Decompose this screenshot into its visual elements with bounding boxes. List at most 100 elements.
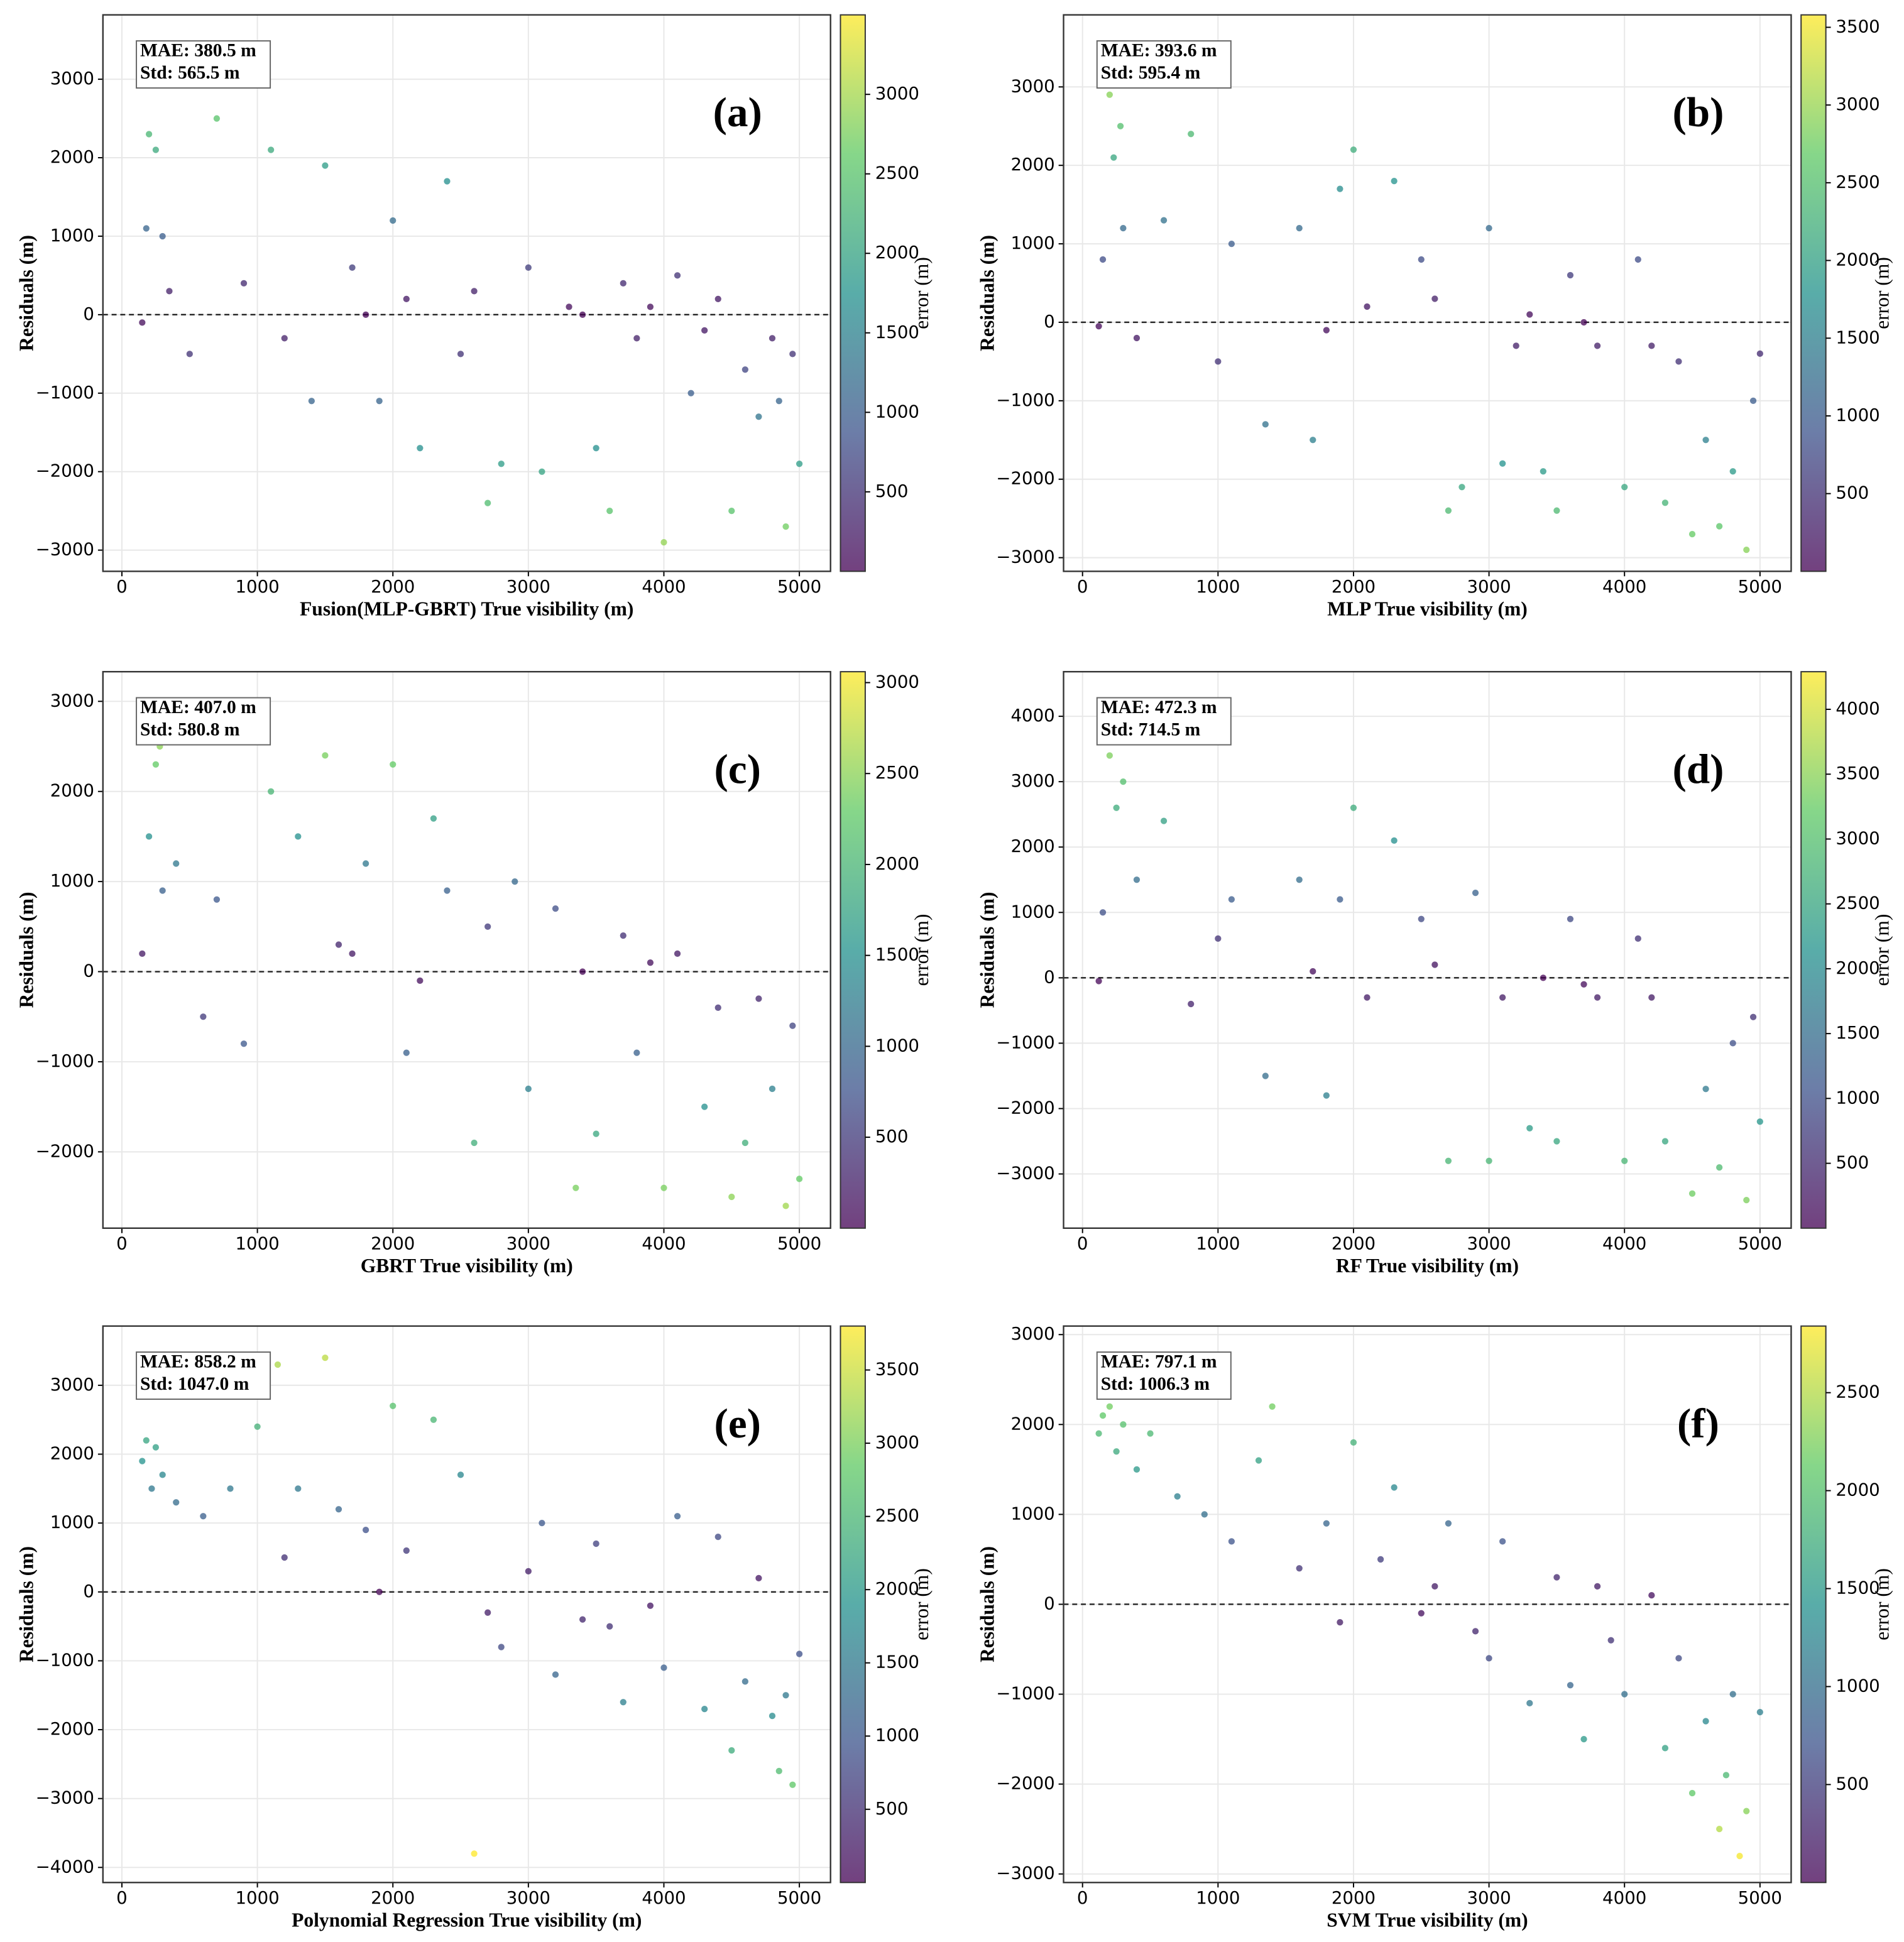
point xyxy=(620,932,626,939)
point xyxy=(390,1402,397,1409)
panel-label: (a) xyxy=(713,89,762,136)
point xyxy=(152,146,160,153)
point xyxy=(1099,1412,1107,1419)
annotation-box xyxy=(1096,697,1232,746)
point xyxy=(1688,531,1696,538)
point xyxy=(152,1444,160,1451)
point xyxy=(593,1540,599,1547)
point xyxy=(1099,256,1107,263)
x-tick-label: 3000 xyxy=(506,576,550,597)
x-tick-label: 0 xyxy=(1077,1233,1088,1253)
point xyxy=(254,1423,261,1430)
point xyxy=(159,232,166,240)
point xyxy=(1188,131,1195,138)
point xyxy=(403,1547,410,1554)
point xyxy=(789,1022,796,1029)
colorbar-tick-label: 2000 xyxy=(875,242,919,263)
point xyxy=(1485,1655,1492,1662)
point xyxy=(1418,1610,1425,1617)
point xyxy=(1540,468,1546,475)
x-tick-label: 4000 xyxy=(642,1887,686,1908)
point xyxy=(782,1203,789,1209)
colorbar-tick-label: 1000 xyxy=(1836,1675,1879,1696)
y-tick-label: 1000 xyxy=(1010,232,1054,253)
x-tick-label: 5000 xyxy=(777,1887,821,1908)
y-tick-label: 1000 xyxy=(50,1512,94,1532)
point xyxy=(566,303,572,310)
point xyxy=(376,398,383,405)
y-tick-label: −1000 xyxy=(996,390,1054,410)
point xyxy=(308,398,315,405)
point xyxy=(701,1103,708,1110)
point xyxy=(1364,994,1371,1001)
point xyxy=(1458,484,1465,491)
point xyxy=(1255,1457,1262,1464)
point xyxy=(525,264,532,271)
point xyxy=(775,1767,782,1774)
point xyxy=(1716,1164,1723,1171)
panel-label: (e) xyxy=(714,1400,761,1447)
y-tick-label: −1000 xyxy=(996,1683,1054,1704)
colorbar-tick-label: 1500 xyxy=(875,322,919,342)
y-tick-label: −2000 xyxy=(996,468,1054,489)
point xyxy=(1160,217,1168,224)
y-tick-label: −3000 xyxy=(36,1787,94,1808)
point xyxy=(349,264,356,271)
x-axis-label: MLP True visibility (m) xyxy=(1327,598,1528,620)
point xyxy=(1095,978,1102,985)
x-tick-label: 0 xyxy=(1077,576,1088,597)
point xyxy=(362,860,369,867)
point xyxy=(1526,311,1533,318)
plot-frame xyxy=(102,1325,831,1884)
x-tick-label: 1000 xyxy=(235,1233,279,1253)
plot-frame xyxy=(102,670,831,1229)
x-axis-label: RF True visibility (m) xyxy=(1336,1255,1519,1277)
point xyxy=(572,1184,579,1191)
point xyxy=(789,351,796,357)
point xyxy=(660,1184,667,1191)
colorbar-tick-label: 2500 xyxy=(1836,893,1879,914)
x-tick-label: 3000 xyxy=(1467,1887,1511,1908)
point xyxy=(349,950,356,957)
y-tick-label: −4000 xyxy=(36,1856,94,1877)
point xyxy=(1117,123,1124,129)
point xyxy=(1661,499,1669,506)
colorbar-tick-label: 1000 xyxy=(875,1035,919,1056)
point xyxy=(1675,358,1682,365)
point xyxy=(444,887,451,894)
colorbar-tick-label: 500 xyxy=(1836,483,1869,503)
point xyxy=(173,860,180,867)
point xyxy=(274,1361,282,1368)
point xyxy=(152,761,160,768)
point xyxy=(1215,935,1222,942)
point xyxy=(728,1193,735,1201)
point xyxy=(376,1588,383,1595)
point xyxy=(789,1781,796,1788)
point xyxy=(552,905,559,912)
point xyxy=(525,1568,532,1575)
colorbar-tick-label: 2500 xyxy=(1836,172,1879,192)
y-tick-label: −3000 xyxy=(996,1163,1054,1184)
point xyxy=(484,923,491,930)
y-tick-label: 1000 xyxy=(1010,1503,1054,1524)
point xyxy=(1716,523,1723,530)
point xyxy=(1350,1439,1357,1446)
point xyxy=(1702,437,1709,444)
colorbar-tick-label: 3500 xyxy=(1836,763,1879,783)
point xyxy=(769,1085,776,1093)
point xyxy=(295,833,302,840)
point xyxy=(139,950,146,957)
x-axis-label: SVM True visibility (m) xyxy=(1327,1909,1528,1931)
x-tick-label: 1000 xyxy=(235,1887,279,1908)
point xyxy=(139,319,146,326)
colorbar-tick-label: 4000 xyxy=(1836,698,1879,719)
point xyxy=(1133,334,1141,342)
x-tick-label: 4000 xyxy=(1602,1887,1646,1908)
point xyxy=(1323,1092,1330,1099)
y-tick-label: 1000 xyxy=(50,225,94,246)
y-tick-label: −2000 xyxy=(36,1140,94,1161)
point xyxy=(1485,224,1492,232)
point xyxy=(1445,1157,1452,1164)
y-axis-label: Residuals (m) xyxy=(16,235,38,351)
y-tick-label: 2000 xyxy=(50,1443,94,1464)
